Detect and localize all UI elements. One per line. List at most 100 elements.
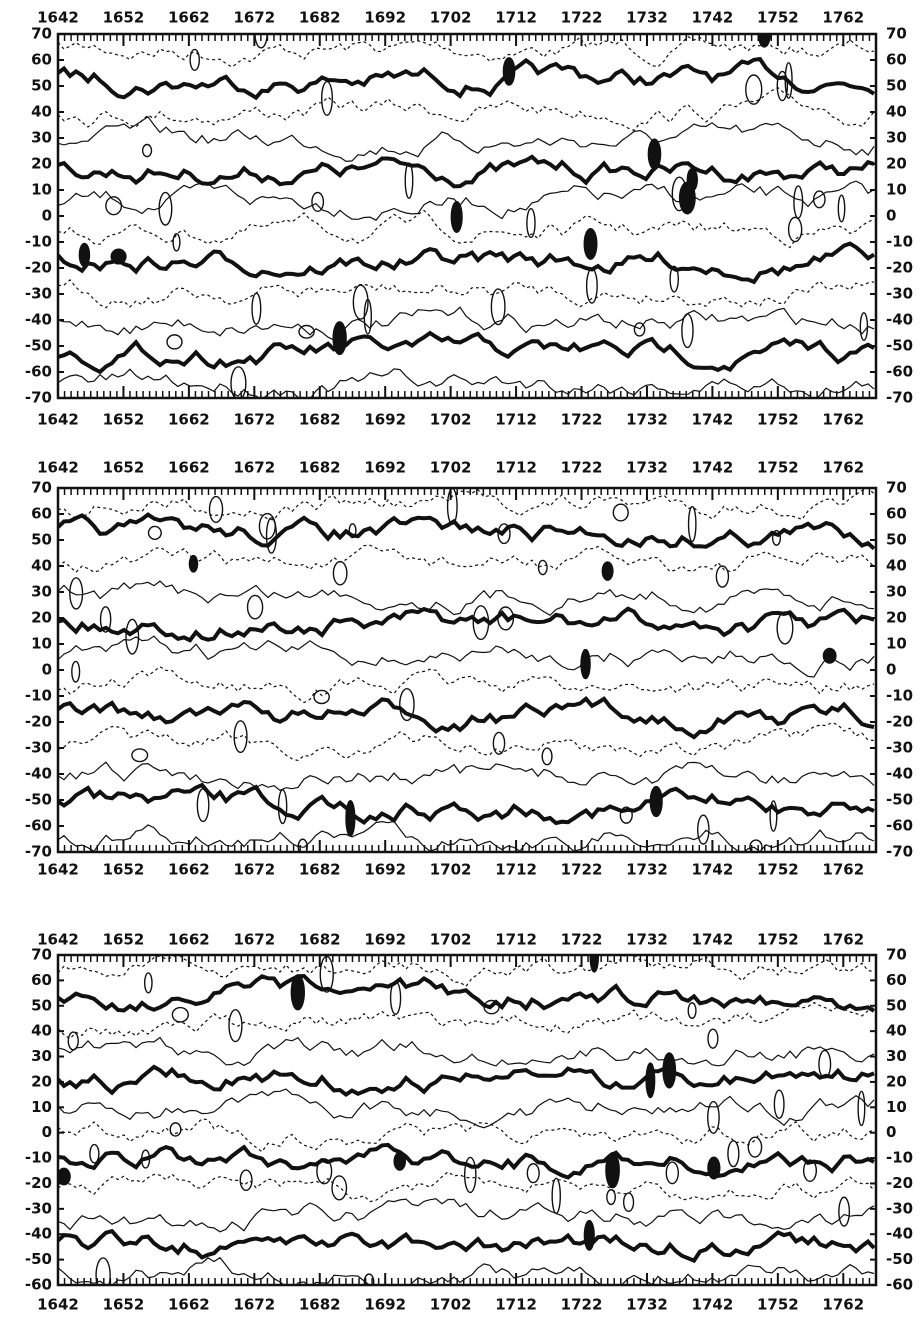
panel: 1642 1642 1652 1652 1662 1662 1672 1672 1682 1682… bbox=[25, 459, 913, 879]
y-tick-label: 20 bbox=[886, 155, 907, 173]
contour-line bbox=[58, 1171, 875, 1203]
contour-loop bbox=[822, 647, 837, 664]
y-tick-label: -50 bbox=[886, 791, 913, 809]
y-tick-label: -10 bbox=[25, 233, 52, 251]
x-tick-label: 1692 bbox=[364, 861, 406, 879]
y-tick-label: -30 bbox=[25, 1199, 52, 1217]
x-tick-label: 1672 bbox=[233, 1296, 275, 1314]
y-tick-label: -40 bbox=[25, 765, 52, 783]
contour-line bbox=[58, 180, 875, 221]
contour-loop bbox=[58, 1167, 71, 1186]
y-tick-label: 20 bbox=[886, 1072, 907, 1090]
contour-loop bbox=[612, 503, 629, 522]
contour-loop bbox=[147, 525, 162, 540]
y-tick-label: 50 bbox=[31, 996, 52, 1014]
contour-line bbox=[58, 154, 875, 189]
y-tick-label: -70 bbox=[886, 389, 913, 407]
x-tick-label: 1732 bbox=[626, 1296, 668, 1314]
contour-loop bbox=[589, 955, 599, 973]
contour-loop bbox=[601, 561, 614, 581]
x-tick-label: 1672 bbox=[233, 411, 275, 429]
x-tick-label: 1762 bbox=[822, 931, 864, 949]
contour-loop bbox=[345, 799, 356, 837]
contour-loop bbox=[89, 1143, 100, 1164]
x-tick-label: 1652 bbox=[103, 1296, 145, 1314]
contour-loop bbox=[645, 1062, 656, 1099]
contour-loop bbox=[404, 162, 414, 199]
y-tick-label: 60 bbox=[886, 971, 907, 989]
contour-loop bbox=[857, 1090, 866, 1127]
contour-loop bbox=[311, 191, 325, 213]
y-tick-label: 10 bbox=[31, 1098, 52, 1116]
x-tick-label: 1742 bbox=[692, 411, 734, 429]
contour-loop bbox=[125, 618, 140, 655]
contour-line bbox=[58, 1088, 875, 1129]
contour-line bbox=[58, 1001, 875, 1040]
x-tick-label: 1732 bbox=[626, 411, 668, 429]
contour-loop bbox=[316, 1158, 333, 1185]
x-tick-label: 1692 bbox=[364, 931, 406, 949]
x-tick-label: 1722 bbox=[561, 931, 603, 949]
contour-loop bbox=[838, 1196, 851, 1227]
contour-loop bbox=[787, 216, 803, 243]
x-tick-label: 1712 bbox=[495, 1296, 537, 1314]
contour-loop bbox=[67, 1031, 79, 1051]
contour-loop bbox=[669, 265, 679, 293]
y-tick-label: -20 bbox=[886, 259, 913, 277]
contour-line bbox=[58, 241, 876, 285]
contour-loop bbox=[105, 196, 123, 216]
x-tick-label: 1682 bbox=[299, 459, 341, 477]
y-tick-label: -50 bbox=[25, 337, 52, 355]
x-tick-label: 1702 bbox=[430, 411, 472, 429]
y-tick-label: 40 bbox=[31, 557, 52, 575]
contour-loop bbox=[715, 565, 730, 588]
contour-loop bbox=[450, 200, 463, 233]
contour-loop bbox=[69, 577, 84, 610]
contour-loop bbox=[619, 806, 633, 824]
contour-loop bbox=[228, 1008, 243, 1043]
contour-loop bbox=[472, 605, 490, 641]
panel: 1642 1642 1652 1652 1662 1662 1672 1672 1682 1682… bbox=[25, 9, 913, 429]
y-tick-label: 50 bbox=[31, 77, 52, 95]
x-tick-label: 1762 bbox=[822, 1296, 864, 1314]
x-tick-label: 1752 bbox=[757, 1296, 799, 1314]
y-tick-label: -10 bbox=[25, 1149, 52, 1167]
y-tick-label: 0 bbox=[886, 207, 896, 225]
x-tick-label: 1672 bbox=[233, 861, 275, 879]
contour-line bbox=[58, 1228, 876, 1264]
x-tick-label: 1752 bbox=[757, 931, 799, 949]
contour-line bbox=[58, 973, 876, 1013]
contour-line bbox=[58, 696, 875, 740]
contour-loop bbox=[246, 594, 264, 620]
panel: 1642 1642 1652 1652 1662 1662 1672 1672 1682 1682… bbox=[25, 931, 913, 1314]
y-tick-label: -30 bbox=[886, 739, 913, 757]
contour-loop bbox=[745, 74, 763, 105]
contour-line bbox=[58, 86, 875, 132]
x-tick-label: 1682 bbox=[299, 411, 341, 429]
contour-line bbox=[58, 782, 875, 826]
contour-loop bbox=[818, 1049, 832, 1079]
contour-loop bbox=[859, 312, 869, 341]
contour-loop bbox=[298, 324, 315, 339]
contour-loop bbox=[502, 57, 516, 86]
contour-loop bbox=[773, 1089, 785, 1119]
contour-line bbox=[58, 1256, 875, 1285]
contour-loop bbox=[389, 980, 402, 1015]
contour-loop bbox=[172, 233, 181, 252]
contour-loop bbox=[802, 1159, 818, 1182]
contour-line bbox=[58, 35, 875, 68]
x-tick-label: 1642 bbox=[37, 9, 79, 27]
x-tick-label: 1732 bbox=[626, 9, 668, 27]
y-tick-label: 0 bbox=[42, 1123, 52, 1141]
contour-line bbox=[58, 512, 876, 551]
contour-loop bbox=[526, 208, 536, 239]
contour-loop bbox=[622, 1192, 635, 1213]
contour-loop bbox=[99, 606, 112, 633]
contour-loop bbox=[747, 1136, 763, 1158]
contour-loop bbox=[393, 1151, 407, 1171]
x-tick-label: 1662 bbox=[168, 411, 210, 429]
x-tick-label: 1702 bbox=[430, 1296, 472, 1314]
y-tick-label: 0 bbox=[42, 661, 52, 679]
contour-loop bbox=[483, 999, 500, 1015]
